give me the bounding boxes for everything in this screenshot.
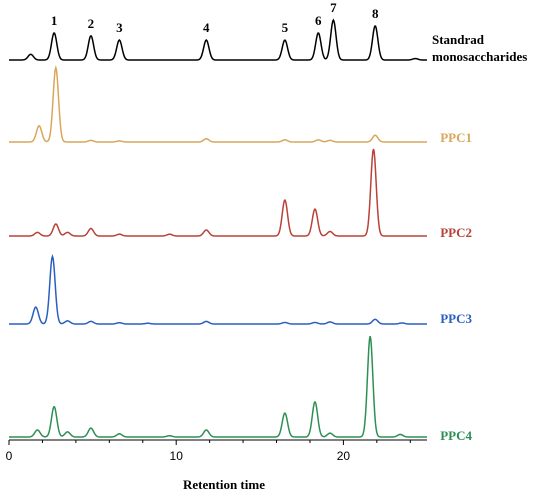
- series-label-standard: monosaccharides: [432, 49, 527, 64]
- series-label-ppc4: PPC4: [440, 428, 472, 443]
- x-tick-label: 0: [6, 449, 13, 463]
- series-label-ppc1: PPC1: [440, 130, 472, 145]
- peak-number-label: 2: [88, 16, 95, 31]
- series-label-ppc2: PPC2: [440, 225, 472, 240]
- series-label-ppc3: PPC3: [440, 311, 472, 326]
- peak-number-label: 6: [315, 13, 322, 28]
- peak-number-label: 7: [330, 0, 337, 15]
- peak-number-labels: 1 2 3 4 5 67 8: [51, 0, 379, 35]
- trace-line-ppc1: [9, 65, 427, 143]
- trace-line-ppc3: [9, 253, 427, 325]
- trace-line-ppc2: [9, 148, 427, 237]
- trace-group: [9, 18, 427, 438]
- trace-line-ppc4: [9, 336, 427, 438]
- x-tick-label: 20: [337, 449, 351, 463]
- x-tick-label: 10: [170, 449, 184, 463]
- peak-number-label: 8: [372, 6, 379, 21]
- peak-number-label: 1: [51, 13, 58, 28]
- peak-number-label: 5: [282, 20, 289, 35]
- series-labels: Standrad monosaccharides PPC1 PPC2 PPC3 PPC4: [432, 32, 527, 443]
- x-axis: 0 10 20: [6, 439, 427, 463]
- x-axis-label: Retention time: [183, 477, 265, 492]
- series-label-standard: Standrad: [432, 32, 485, 47]
- peak-number-label: 3: [116, 20, 123, 35]
- trace-line-standard: [9, 18, 427, 61]
- peak-number-label: 4: [203, 20, 210, 35]
